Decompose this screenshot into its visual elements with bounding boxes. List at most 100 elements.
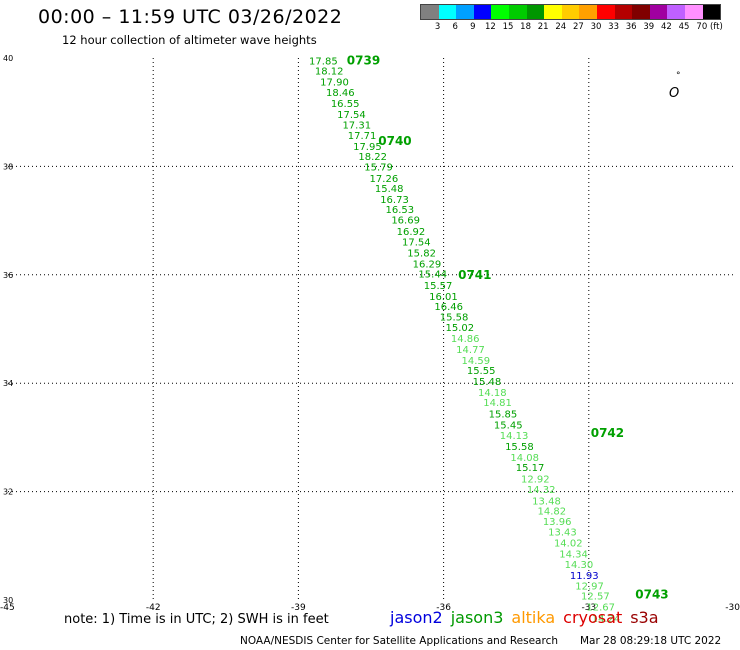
swh-value-label: 15.57 [424,281,453,292]
swh-value-label: 15.17 [516,463,545,474]
color-scale-label: 70 (ft) [696,22,723,32]
y-tick-label: 38 [3,162,13,171]
color-swatch [684,5,703,19]
pass-time-label: 0743 [635,588,668,602]
swh-value-label: 14.86 [451,334,480,345]
swh-value-label: 14.18 [478,388,507,399]
color-scale-label: 9 [470,22,476,32]
swh-value-label: 14.77 [456,345,485,356]
y-tick-label: 34 [3,379,13,388]
color-swatch [579,5,597,19]
color-scale-label: 27 [572,22,584,32]
x-tick-label: -42 [146,603,161,613]
color-swatch [614,5,633,19]
credit-line: NOAA/NESDIS Center for Satellite Applica… [240,635,558,647]
color-scale-label: 33 [608,22,620,32]
x-tick-label: -33 [581,603,596,613]
y-tick-label: 40 [3,54,13,63]
swh-value-label: 16.01 [429,292,458,303]
x-tick-label: -45 [0,603,15,613]
swh-value-label: 12.92 [521,475,550,486]
swh-value-label: 15.58 [440,313,469,324]
x-tick-label: -39 [291,603,306,613]
swh-value-label: 15.48 [375,184,404,195]
swh-value-label: 17.95 [353,142,382,153]
swh-value-label: 15.58 [505,442,534,453]
swh-value-label: 14.32 [527,485,556,496]
swh-value-label: 15.79 [364,162,393,173]
y-tick-label: 36 [3,271,13,280]
swh-value-label: 15.02 [446,323,475,334]
pass-time-label: 0739 [347,54,380,68]
y-tick-label: 30 [3,596,13,605]
units-note: note: 1) Time is in UTC; 2) SWH is in fe… [64,612,329,627]
swh-value-label: 16.29 [413,259,442,270]
color-scale-label: 18 [520,22,532,32]
swh-value-label: 14.82 [537,507,566,518]
swh-value-label: 16.69 [391,216,420,227]
swh-value-label: 18.22 [358,152,387,163]
color-scale-label: 36 [625,22,637,32]
y-tick-label: 32 [3,488,13,497]
swh-value-label: 17.90 [320,77,349,88]
color-scale-label: 15 [502,22,514,32]
swh-value-label: 17.54 [337,110,366,121]
color-scale-label: 21 [537,22,549,32]
color-swatch [438,5,457,19]
swh-value-label: 14.30 [565,560,594,571]
color-swatch [632,5,650,19]
swh-value-label: 16.92 [397,227,426,238]
satellite-legend-s3a: s3a [630,608,659,627]
satellite-legend-altika: altika [511,608,556,627]
swh-value-label: 16.53 [386,205,415,216]
color-scale-label: 42 [660,22,672,32]
swh-value-label: 17.26 [370,174,399,185]
swh-value-label: 15.82 [407,249,436,260]
swh-value-label: 14.34 [559,549,588,560]
color-scale-label: 30 [590,22,602,32]
color-swatch [702,5,721,19]
swh-value-label: 13.96 [543,517,572,528]
pass-time-label: 0741 [458,268,491,282]
color-scale-labels: 3 6 9 12 15 18 21 24 27 30 33 36 39 42 45 70 (ft) [420,20,723,32]
color-scale-label: 6 [452,22,458,32]
satellite-legend-jason2: jason2 [390,608,443,627]
swh-value-label: 15.45 [494,420,523,431]
color-scale-label: 12 [484,22,496,32]
color-swatches [420,4,722,20]
swh-value-label: 17.85 [309,57,338,68]
color-swatch [491,5,509,19]
color-scale-label: 45 [678,22,690,32]
swh-value-label: 15.55 [467,366,496,377]
island-outline: O [669,86,679,101]
color-swatch [473,5,492,19]
color-swatch [421,5,439,19]
color-swatch [667,5,685,19]
color-scale-legend: 3 6 9 12 15 18 21 24 27 30 33 36 39 42 45 70 (ft) [420,4,723,32]
swh-value-label: 14.08 [510,453,539,464]
pass-time-label: 0742 [591,426,624,440]
swh-value-label: 17.71 [348,131,377,142]
swh-value-label: 12.67 [586,603,615,614]
swh-value-label: 13.43 [548,528,577,539]
swh-value-label: 12.57 [581,592,610,603]
swh-value-label: 16.55 [331,99,360,110]
color-scale-label: 3 [434,22,441,32]
swh-value-label: 13.48 [532,496,561,507]
swh-value-label: 15.44 [418,270,447,281]
swh-value-label: 15.85 [489,410,518,421]
swh-value-label: 14.13 [500,431,529,442]
color-scale-label: 24 [555,22,567,32]
color-swatch [526,5,545,19]
color-swatch [649,5,668,19]
color-swatch [508,5,527,19]
color-swatch [544,5,562,19]
swh-value-label: 16.46 [434,302,463,313]
swh-value-label: 18.12 [315,66,344,77]
swh-value-label: 17.31 [342,121,371,132]
swh-value-label: 12.97 [575,581,604,592]
chart-subtitle: 12 hour collection of altimeter wave hei… [62,33,317,47]
satellite-legend-jason3: jason3 [450,608,504,627]
swh-value-label: 14.02 [554,539,583,550]
swh-value-label: 11.93 [570,571,599,582]
